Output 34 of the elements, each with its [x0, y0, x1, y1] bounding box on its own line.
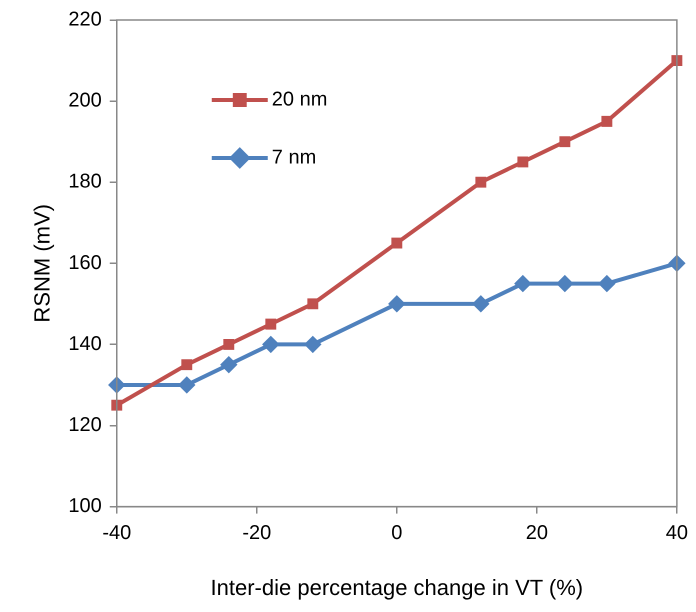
x-tick-label: -40	[102, 522, 132, 544]
point	[475, 176, 486, 188]
point	[178, 376, 196, 394]
y-tick-label: 220	[68, 8, 102, 31]
point	[517, 156, 528, 168]
x-tick-label: 40	[666, 522, 688, 544]
legend-label: 7 nm	[272, 146, 316, 169]
point	[265, 318, 276, 330]
y-tick-label: 100	[68, 495, 102, 518]
y-tick-label: 200	[68, 90, 102, 112]
point	[220, 356, 238, 374]
point	[304, 336, 322, 353]
y-axis-title: RSNM (mV)	[29, 204, 54, 323]
y-tick-label: 120	[68, 414, 102, 436]
point	[181, 359, 192, 370]
x-axis-title: Inter-die percentage change in VT (%)	[210, 574, 584, 600]
x-tick-label: 0	[391, 522, 402, 544]
point	[559, 136, 570, 148]
point	[601, 116, 612, 127]
point	[472, 295, 490, 312]
point	[223, 338, 234, 350]
point	[391, 238, 402, 248]
point	[388, 295, 406, 312]
point	[514, 275, 532, 292]
y-tick-label: 180	[68, 170, 102, 193]
x-tick-label: 20	[526, 522, 548, 544]
y-tick-label: 140	[68, 332, 102, 355]
point	[262, 336, 280, 353]
point	[307, 298, 318, 310]
point	[598, 275, 616, 292]
point	[556, 275, 574, 292]
x-tick-label: -20	[242, 522, 272, 544]
legend-label: 20 nm	[272, 88, 328, 111]
y-tick-label: 160	[68, 252, 102, 274]
